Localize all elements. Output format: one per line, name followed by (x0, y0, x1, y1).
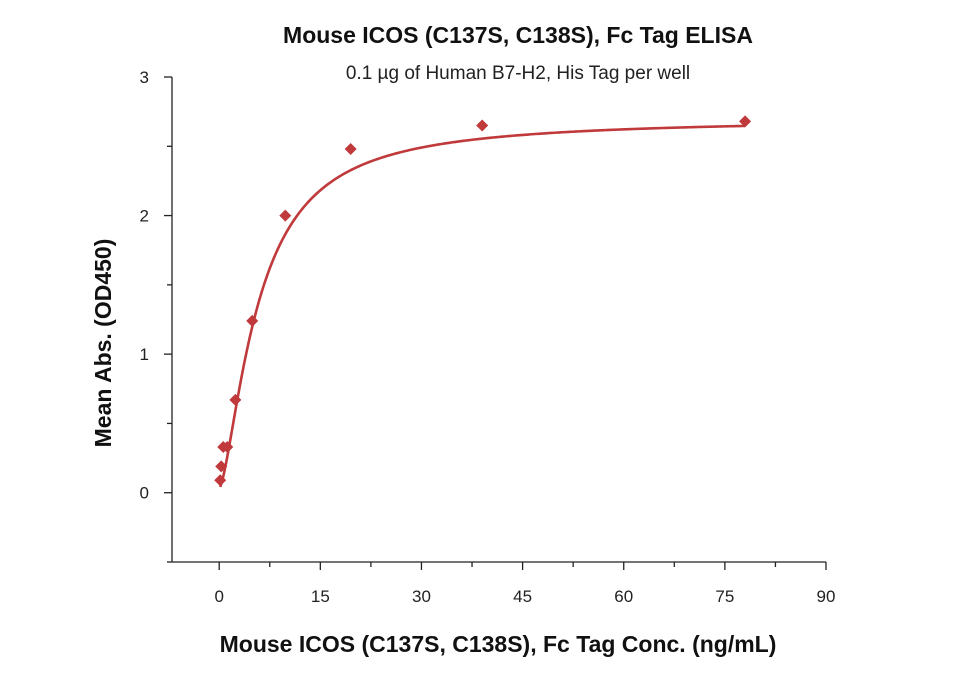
axes (171, 77, 826, 563)
y-axis-ticks: 0 1 2 3 (140, 68, 172, 563)
y-axis-label: Mean Abs. (OD450) (90, 239, 116, 448)
data-point (246, 314, 259, 327)
data-point (344, 143, 357, 156)
x-axis-label: Mouse ICOS (C137S, C138S), Fc Tag Conc. … (220, 631, 777, 657)
data-points (214, 115, 752, 487)
x-tick-label: 60 (614, 587, 633, 606)
x-tick-label: 30 (412, 587, 431, 606)
x-axis-ticks: 0 15 30 45 60 75 90 (214, 562, 835, 606)
fit-curve (218, 124, 746, 488)
data-point (476, 119, 489, 132)
chart-title: Mouse ICOS (C137S, C138S), Fc Tag ELISA (283, 22, 753, 48)
data-point (279, 209, 292, 222)
x-tick-label: 15 (311, 587, 330, 606)
x-tick-label: 45 (513, 587, 532, 606)
y-tick-label: 3 (140, 68, 149, 87)
data-point (229, 393, 242, 406)
y-tick-label: 2 (140, 207, 149, 226)
x-tick-label: 75 (715, 587, 734, 606)
chart-subtitle: 0.1 µg of Human B7-H2, His Tag per well (346, 63, 690, 84)
data-point (215, 460, 228, 473)
x-tick-label: 90 (817, 587, 836, 606)
data-point (214, 474, 227, 487)
y-tick-label: 1 (140, 345, 149, 364)
data-point (221, 440, 234, 453)
y-tick-label: 0 (140, 484, 149, 503)
data-point (739, 115, 752, 128)
x-tick-label: 0 (214, 587, 223, 606)
